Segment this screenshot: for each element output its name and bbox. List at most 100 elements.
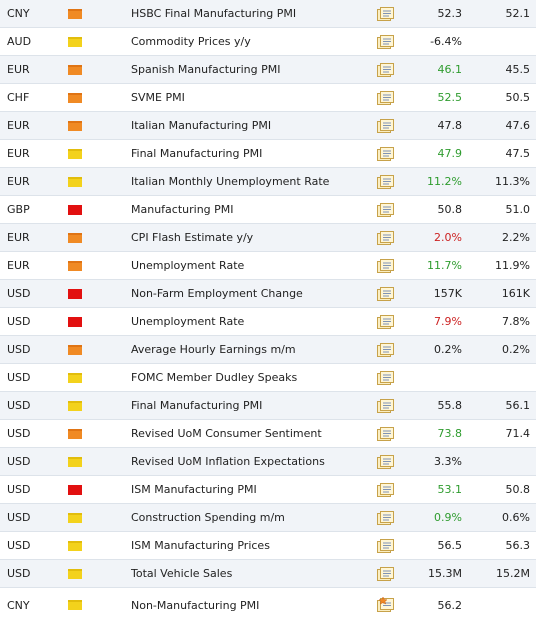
event-detail-icon[interactable] bbox=[377, 259, 395, 273]
event-name[interactable]: Italian Manufacturing PMI bbox=[131, 119, 272, 132]
forecast-value: 71.4 bbox=[505, 427, 531, 440]
actual-value: 11.7% bbox=[427, 259, 462, 272]
forecast-value: 15.2M bbox=[496, 567, 530, 580]
calendar-row: CNY Non-Manufacturing PMI 56.2 bbox=[0, 588, 536, 623]
detail-star-icon[interactable] bbox=[377, 597, 395, 612]
currency-code: CNY bbox=[7, 599, 30, 612]
forecast-value: 11.9% bbox=[495, 259, 530, 272]
actual-value: 0.9% bbox=[434, 511, 462, 524]
calendar-row: USD ISM Manufacturing PMI 53.1 50.8 bbox=[0, 476, 536, 504]
currency-code: EUR bbox=[7, 259, 30, 272]
event-detail-icon[interactable] bbox=[377, 119, 395, 133]
actual-value: 7.9% bbox=[434, 315, 462, 328]
currency-code: USD bbox=[7, 427, 31, 440]
impact-low-icon bbox=[68, 541, 82, 551]
event-detail-icon[interactable] bbox=[377, 203, 395, 217]
forecast-value: 161K bbox=[501, 287, 530, 300]
actual-value: 3.3% bbox=[434, 455, 462, 468]
event-name[interactable]: Revised UoM Consumer Sentiment bbox=[131, 427, 322, 440]
event-detail-icon[interactable] bbox=[377, 483, 395, 497]
calendar-row: EUR Spanish Manufacturing PMI 46.1 45.5 bbox=[0, 56, 536, 84]
impact-medium-icon bbox=[68, 429, 82, 439]
event-detail-icon[interactable] bbox=[377, 343, 395, 357]
impact-low-icon bbox=[68, 457, 82, 467]
event-name[interactable]: Total Vehicle Sales bbox=[131, 567, 233, 580]
calendar-row: GBP Manufacturing PMI 50.8 51.0 bbox=[0, 196, 536, 224]
event-detail-icon[interactable] bbox=[377, 63, 395, 77]
event-detail-icon[interactable] bbox=[377, 427, 395, 441]
currency-code: AUD bbox=[7, 35, 32, 48]
event-name[interactable]: Average Hourly Earnings m/m bbox=[131, 343, 296, 356]
currency-code: EUR bbox=[7, 119, 30, 132]
event-name[interactable]: SVME PMI bbox=[131, 91, 185, 104]
event-detail-icon[interactable] bbox=[377, 35, 395, 49]
event-detail-icon[interactable] bbox=[377, 511, 395, 525]
forecast-value: 50.8 bbox=[505, 483, 531, 496]
calendar-row: USD Revised UoM Consumer Sentiment 73.8 … bbox=[0, 420, 536, 448]
currency-code: USD bbox=[7, 343, 31, 356]
event-name[interactable]: Italian Monthly Unemployment Rate bbox=[131, 175, 330, 188]
event-name[interactable]: FOMC Member Dudley Speaks bbox=[131, 371, 298, 384]
currency-code: CHF bbox=[7, 91, 30, 104]
impact-high-icon bbox=[68, 485, 82, 495]
event-detail-icon[interactable] bbox=[377, 231, 395, 245]
event-name[interactable]: Spanish Manufacturing PMI bbox=[131, 63, 281, 76]
calendar-row: USD Final Manufacturing PMI 55.8 56.1 bbox=[0, 392, 536, 420]
currency-code: USD bbox=[7, 371, 31, 384]
forecast-value: 7.8% bbox=[502, 315, 530, 328]
currency-code: USD bbox=[7, 567, 31, 580]
event-name[interactable]: Unemployment Rate bbox=[131, 259, 245, 272]
calendar-row: USD Total Vehicle Sales 15.3M 15.2M bbox=[0, 560, 536, 588]
calendar-row: EUR Final Manufacturing PMI 47.9 47.5 bbox=[0, 140, 536, 168]
forecast-value: 0.6% bbox=[502, 511, 530, 524]
actual-value: -6.4% bbox=[430, 35, 462, 48]
forecast-value: 56.3 bbox=[505, 539, 531, 552]
currency-code: USD bbox=[7, 539, 31, 552]
event-name[interactable]: Manufacturing PMI bbox=[131, 203, 234, 216]
event-name[interactable]: Construction Spending m/m bbox=[131, 511, 285, 524]
actual-value: 46.1 bbox=[437, 63, 463, 76]
event-name[interactable]: ISM Manufacturing Prices bbox=[131, 539, 270, 552]
event-detail-icon[interactable] bbox=[377, 567, 395, 581]
event-name[interactable]: Non-Manufacturing PMI bbox=[131, 599, 260, 612]
actual-value: 157K bbox=[433, 287, 462, 300]
event-detail-icon[interactable] bbox=[377, 91, 395, 105]
event-name[interactable]: ISM Manufacturing PMI bbox=[131, 483, 257, 496]
currency-code: USD bbox=[7, 455, 31, 468]
actual-value: 52.3 bbox=[437, 7, 463, 20]
event-name[interactable]: Final Manufacturing PMI bbox=[131, 147, 263, 160]
event-detail-icon[interactable] bbox=[377, 455, 395, 469]
event-name[interactable]: Non-Farm Employment Change bbox=[131, 287, 303, 300]
event-detail-icon[interactable] bbox=[377, 315, 395, 329]
event-detail-icon[interactable] bbox=[377, 7, 395, 21]
calendar-row: USD Unemployment Rate 7.9% 7.8% bbox=[0, 308, 536, 336]
impact-high-icon bbox=[68, 317, 82, 327]
currency-code: EUR bbox=[7, 231, 30, 244]
event-detail-icon[interactable] bbox=[377, 399, 395, 413]
event-detail-icon[interactable] bbox=[377, 175, 395, 189]
impact-medium-icon bbox=[68, 261, 82, 271]
impact-medium-icon bbox=[68, 9, 82, 19]
forecast-value: 45.5 bbox=[505, 63, 531, 76]
forecast-value: 50.5 bbox=[505, 91, 531, 104]
event-name[interactable]: HSBC Final Manufacturing PMI bbox=[131, 7, 297, 20]
calendar-row: CHF SVME PMI 52.5 50.5 bbox=[0, 84, 536, 112]
calendar-row: USD Revised UoM Inflation Expectations 3… bbox=[0, 448, 536, 476]
currency-code: USD bbox=[7, 287, 31, 300]
calendar-row: CNY HSBC Final Manufacturing PMI 52.3 52… bbox=[0, 0, 536, 28]
event-detail-icon[interactable] bbox=[377, 147, 395, 161]
currency-code: USD bbox=[7, 315, 31, 328]
event-name[interactable]: Unemployment Rate bbox=[131, 315, 245, 328]
event-name[interactable]: Revised UoM Inflation Expectations bbox=[131, 455, 325, 468]
event-name[interactable]: CPI Flash Estimate y/y bbox=[131, 231, 254, 244]
forecast-value: 0.2% bbox=[502, 343, 530, 356]
event-detail-icon[interactable] bbox=[377, 287, 395, 301]
event-name[interactable]: Final Manufacturing PMI bbox=[131, 399, 263, 412]
event-detail-icon[interactable] bbox=[377, 539, 395, 553]
event-detail-icon[interactable] bbox=[377, 371, 395, 385]
calendar-row: USD Non-Farm Employment Change 157K 161K bbox=[0, 280, 536, 308]
event-name[interactable]: Commodity Prices y/y bbox=[131, 35, 251, 48]
calendar-row: EUR CPI Flash Estimate y/y 2.0% 2.2% bbox=[0, 224, 536, 252]
actual-value: 50.8 bbox=[437, 203, 463, 216]
